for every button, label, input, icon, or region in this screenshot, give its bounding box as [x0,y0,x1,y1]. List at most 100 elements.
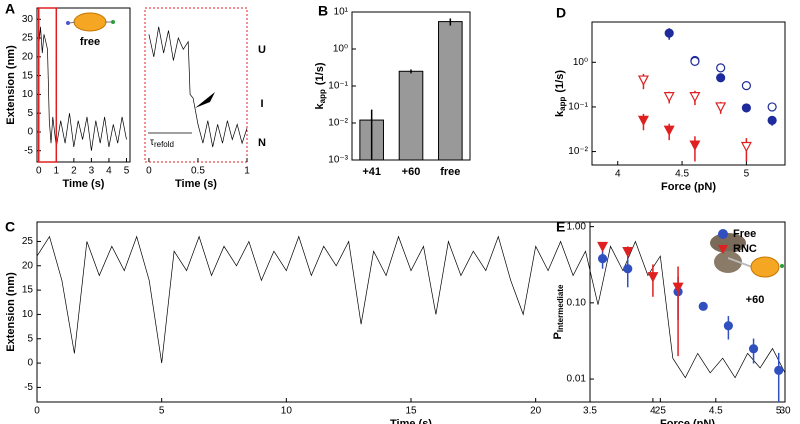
legend-label: RNC [733,243,757,255]
plot-frame [589,221,786,403]
y-tick-label: 10 [22,309,34,320]
plot-frame [591,21,786,166]
marker [689,92,701,103]
axis-label-unit: (1/s) [554,70,566,93]
x-axis-label: Time (s) [390,418,432,424]
x-tick-label: +41 [362,166,381,178]
legend-label: Free [733,228,756,240]
marker [690,56,700,66]
annotation-text: τ [150,137,154,148]
x-tick-label: 4 [650,406,656,417]
trace [148,26,248,148]
y-tick-label: 10⁻¹ [568,102,588,113]
x-tick-label: 1 [54,166,60,177]
x-tick-label: 4.5 [709,406,723,417]
bar [438,21,463,161]
y-tick-label: 25 [22,33,34,44]
legend-marker [718,229,728,239]
y-tick-label: 20 [22,51,34,62]
axis-label: Extension (nm) [5,45,17,125]
marker [741,103,752,113]
plot-frame [36,7,131,163]
annotation: free [80,36,100,48]
x-tick-label: 5 [124,166,130,177]
x-tick-label: 3 [89,166,95,177]
y-tick-label: 10⁰ [573,57,588,68]
state-label: U [258,44,266,56]
y-tick-label: 20 [22,260,34,271]
x-axis-label: Force (pN) [661,181,716,193]
y-tick-label: 25 [22,236,34,247]
bar [398,70,424,161]
y-tick-label: 10⁻² [328,118,348,129]
axis-label: PIntermediate [552,284,565,339]
x-tick-label: +60 [402,166,421,178]
x-tick-label: 0 [146,166,152,177]
y-tick-label: -5 [24,382,33,393]
panel-letter: A [5,1,15,17]
x-tick-label: 30 [779,406,791,417]
marker [647,272,659,283]
y-tick-label: 1.00 [567,221,587,232]
x-tick-label: 2 [71,166,77,177]
x-tick-label: 20 [530,406,542,417]
x-tick-label: 5 [159,406,165,417]
marker [723,321,733,331]
axis-label-text: P [552,332,564,339]
marker [715,102,727,113]
y-tick-label: 0.10 [567,297,587,308]
marker [597,254,608,264]
protein-icon [66,12,115,32]
state-label: I [260,98,263,110]
x-axis-label: Force (pN) [660,418,715,424]
axis-label-unit: (1/s) [314,62,326,85]
x-tick-label: 4 [106,166,112,177]
x-tick-label: free [440,166,460,178]
x-tick-label: 10 [281,406,293,417]
intermediate-arrow [195,92,215,108]
axis-label: Extension (nm) [5,272,17,352]
marker [664,28,674,38]
x-tick-label: 0 [34,406,40,417]
y-tick-label: 10 [22,89,34,100]
y-tick-label: 5 [27,108,33,119]
y-tick-label: 30 [22,14,34,25]
axis-label-sub: app [558,97,567,111]
marker [597,241,609,253]
marker [767,115,777,125]
annotation: +60 [746,294,765,306]
panel-letter: E [556,219,565,235]
axis-label-text: Extension (nm) [5,272,17,352]
y-tick-label: 10¹ [334,7,349,18]
axis-label-text: k [314,102,326,109]
x-tick-label: 4.5 [675,169,689,180]
x-tick-label: 3.5 [583,406,597,417]
panel-letter: B [318,3,328,19]
x-axis-label: Time (s) [63,178,105,190]
marker [622,247,634,258]
x-tick-label: 5 [776,406,782,417]
axis-label-text: k [554,110,566,117]
x-tick-label: 15 [405,406,417,417]
x-tick-label: 4 [615,169,621,180]
annotation: τrefold [150,137,174,149]
marker [774,365,784,375]
marker [716,73,726,83]
marker [740,141,752,153]
panel-letter: C [5,219,15,235]
marker [672,282,684,294]
legend-marker [718,245,728,254]
y-tick-label: -5 [24,145,33,156]
marker [741,81,752,91]
plot-frame [144,7,248,163]
highlight-box [38,7,58,163]
axis-label-sub: app [318,89,327,103]
x-tick-label: 5 [744,169,750,180]
marker [663,92,675,103]
plot-frame [36,221,786,403]
marker [637,75,649,86]
y-tick-label: 10⁻¹ [328,81,348,92]
marker [663,125,675,137]
